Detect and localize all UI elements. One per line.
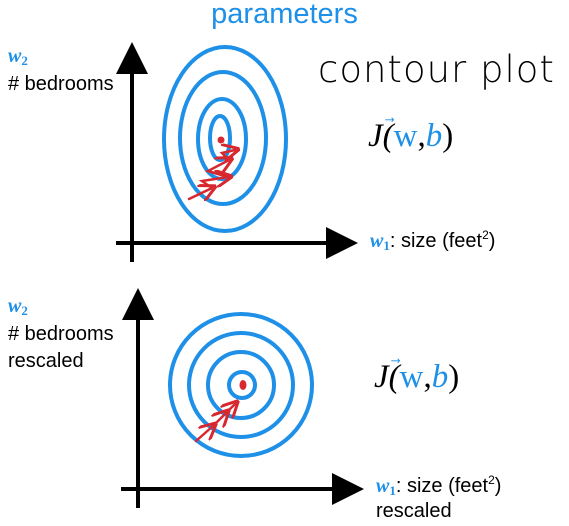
page-title: parameters	[211, 0, 358, 30]
top-axes	[116, 42, 358, 262]
top-y-axis-variable: w2	[8, 45, 28, 68]
bottom-contours	[168, 312, 314, 458]
bottom-contour-3	[206, 350, 276, 420]
top-cost-function: J(w⃗,b)	[368, 118, 454, 154]
top-descent-path	[187, 150, 235, 199]
bottom-descent-path	[194, 404, 235, 443]
bottom-minimum-point	[239, 380, 247, 390]
bottom-cost-function: J(w⃗,b)	[374, 359, 460, 395]
bottom-contour-1	[168, 312, 314, 458]
bottom-w-vector: w⃗	[399, 359, 424, 395]
bottom-contour-4	[227, 370, 257, 400]
bottom-y-axis-label: # bedrooms	[8, 323, 114, 345]
bottom-y-axis-variable: w2	[8, 295, 28, 318]
bottom-contour-2	[187, 331, 295, 439]
top-minimum-point	[217, 136, 225, 144]
top-contour-2	[178, 70, 268, 206]
top-contours	[162, 45, 288, 233]
top-y-axis-label: # bedrooms	[8, 73, 114, 95]
top-contour-1	[162, 45, 288, 233]
top-w-vector: w⃗	[393, 118, 418, 154]
bottom-x-axis-label: w1: size (feet2)	[376, 473, 502, 498]
top-x-axis-label: w1: size (feet2)	[370, 228, 496, 253]
contour-plot-note: contour plot	[318, 48, 555, 91]
bottom-x-axis-label-rescaled: rescaled	[376, 500, 452, 522]
bottom-axes	[121, 288, 364, 508]
bottom-y-axis-label-rescaled: rescaled	[8, 350, 84, 372]
